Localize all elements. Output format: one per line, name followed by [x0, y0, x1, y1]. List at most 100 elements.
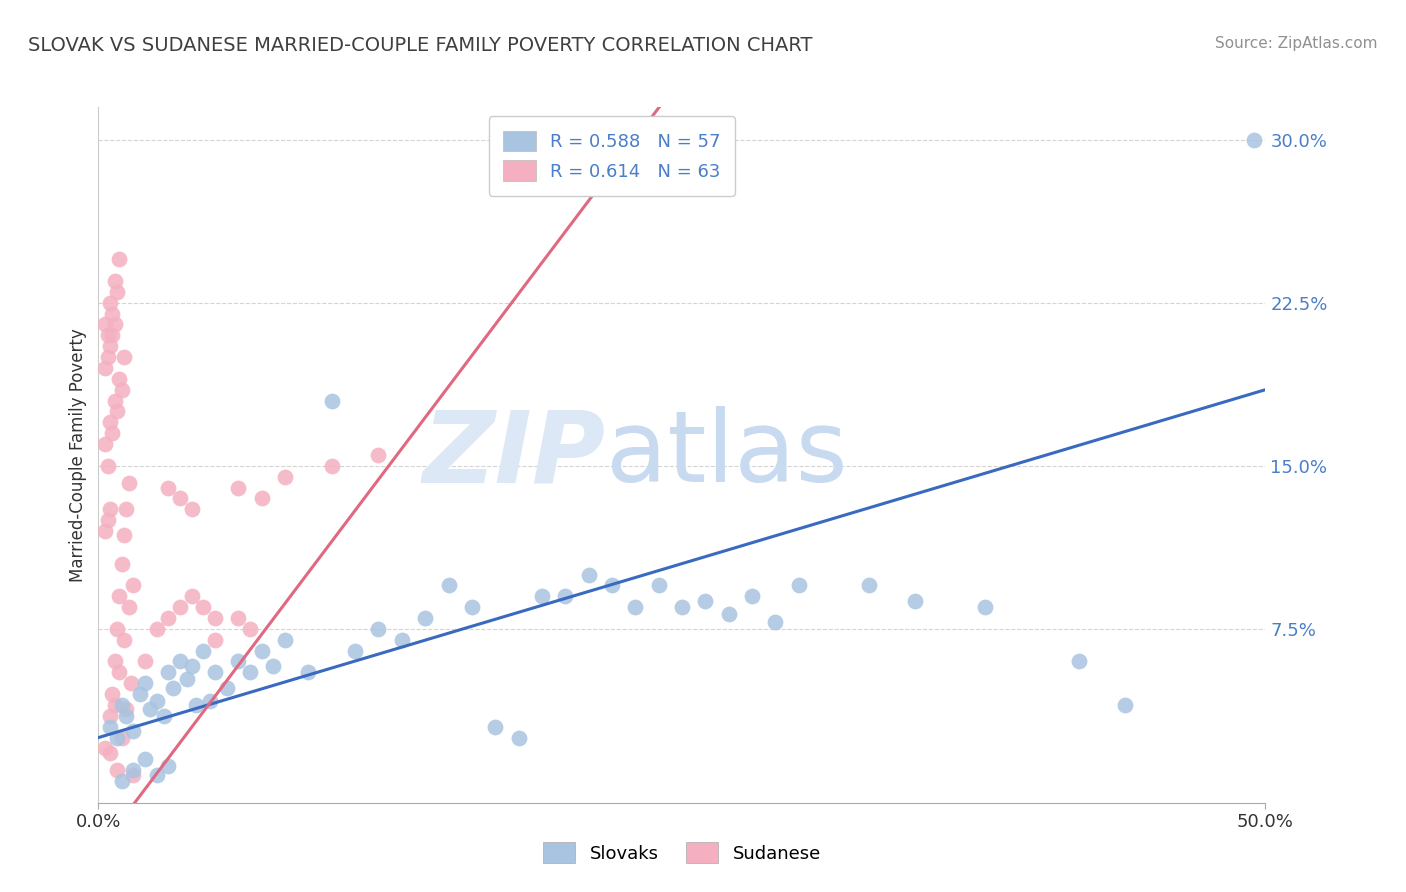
- Point: [162, 681, 184, 695]
- Point: [108, 252, 131, 267]
- Point: [97, 328, 120, 343]
- Point: [554, 589, 576, 603]
- Point: [169, 655, 191, 669]
- Point: [105, 285, 128, 299]
- Point: [193, 643, 215, 657]
- Point: [157, 611, 180, 625]
- Point: [94, 437, 117, 451]
- Point: [250, 491, 273, 506]
- Point: [180, 658, 202, 673]
- Point: [321, 393, 343, 408]
- Point: [186, 698, 208, 712]
- Point: [112, 528, 135, 542]
- Y-axis label: Married-Couple Family Poverty: Married-Couple Family Poverty: [69, 328, 87, 582]
- Point: [647, 578, 669, 592]
- Point: [671, 600, 693, 615]
- Point: [105, 763, 128, 777]
- Point: [122, 724, 145, 739]
- Point: [111, 731, 134, 745]
- Point: [176, 672, 198, 686]
- Point: [94, 318, 117, 332]
- Point: [204, 611, 226, 625]
- Point: [484, 720, 506, 734]
- Point: [239, 622, 262, 636]
- Point: [344, 643, 367, 657]
- Point: [115, 502, 138, 516]
- Text: SLOVAK VS SUDANESE MARRIED-COUPLE FAMILY POVERTY CORRELATION CHART: SLOVAK VS SUDANESE MARRIED-COUPLE FAMILY…: [28, 36, 813, 54]
- Point: [193, 600, 215, 615]
- Point: [1243, 133, 1265, 147]
- Point: [152, 708, 174, 723]
- Point: [508, 731, 530, 745]
- Point: [228, 481, 250, 495]
- Point: [413, 611, 436, 625]
- Point: [274, 469, 297, 483]
- Point: [695, 593, 717, 607]
- Point: [180, 589, 202, 603]
- Point: [858, 578, 880, 592]
- Point: [122, 578, 145, 592]
- Point: [297, 665, 319, 680]
- Text: ZIP: ZIP: [423, 407, 606, 503]
- Point: [367, 622, 389, 636]
- Point: [180, 502, 202, 516]
- Point: [98, 502, 121, 516]
- Point: [101, 307, 124, 321]
- Point: [239, 665, 262, 680]
- Point: [118, 600, 141, 615]
- Text: atlas: atlas: [606, 407, 848, 503]
- Point: [717, 607, 740, 621]
- Text: Source: ZipAtlas.com: Source: ZipAtlas.com: [1215, 36, 1378, 51]
- Point: [146, 767, 169, 781]
- Point: [105, 622, 128, 636]
- Point: [578, 567, 600, 582]
- Legend: Slovaks, Sudanese: Slovaks, Sudanese: [536, 835, 828, 871]
- Point: [104, 655, 127, 669]
- Point: [98, 295, 121, 310]
- Point: [146, 693, 169, 707]
- Point: [157, 665, 180, 680]
- Point: [530, 589, 553, 603]
- Point: [94, 524, 117, 538]
- Point: [600, 578, 623, 592]
- Point: [321, 458, 343, 473]
- Point: [94, 360, 117, 375]
- Point: [169, 491, 191, 506]
- Point: [97, 513, 120, 527]
- Point: [111, 698, 134, 712]
- Point: [98, 720, 121, 734]
- Point: [204, 665, 226, 680]
- Point: [437, 578, 460, 592]
- Point: [98, 708, 121, 723]
- Point: [157, 759, 180, 773]
- Point: [228, 655, 250, 669]
- Point: [228, 611, 250, 625]
- Point: [120, 676, 142, 690]
- Point: [200, 693, 222, 707]
- Point: [94, 741, 117, 756]
- Point: [204, 632, 226, 647]
- Point: [97, 458, 120, 473]
- Point: [108, 665, 131, 680]
- Point: [134, 676, 156, 690]
- Point: [169, 600, 191, 615]
- Point: [763, 615, 786, 630]
- Point: [1067, 655, 1090, 669]
- Point: [274, 632, 297, 647]
- Point: [157, 481, 180, 495]
- Point: [741, 589, 763, 603]
- Point: [367, 448, 389, 462]
- Point: [122, 763, 145, 777]
- Point: [98, 339, 121, 353]
- Point: [105, 731, 128, 745]
- Point: [112, 632, 135, 647]
- Point: [118, 476, 141, 491]
- Point: [215, 681, 238, 695]
- Point: [104, 318, 127, 332]
- Point: [104, 274, 127, 288]
- Point: [139, 702, 162, 716]
- Point: [108, 372, 131, 386]
- Point: [112, 350, 135, 364]
- Point: [904, 593, 927, 607]
- Point: [101, 687, 124, 701]
